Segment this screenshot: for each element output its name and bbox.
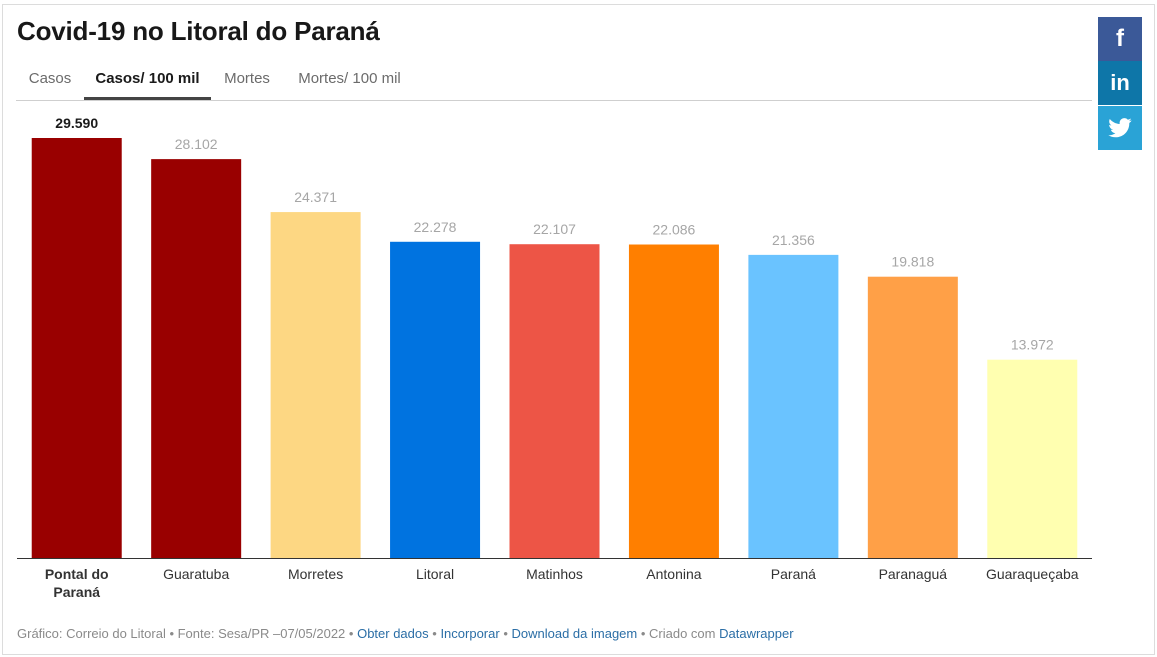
tab-casos[interactable]: Casos xyxy=(28,70,72,87)
chart-footer: Gráfico: Correio do Litoral • Fonte: Ses… xyxy=(17,626,794,641)
embed-link[interactable]: Incorporar xyxy=(440,626,500,641)
value-label: 22.086 xyxy=(653,222,696,238)
value-label: 28.102 xyxy=(175,136,218,152)
value-label: 19.818 xyxy=(891,254,934,270)
x-tick-label: Paraná xyxy=(771,566,816,582)
x-tick-label: Paranaguá xyxy=(879,566,948,582)
bar xyxy=(987,359,1078,558)
x-tick-label: Litoral xyxy=(416,566,454,582)
get-data-link[interactable]: Obter dados xyxy=(357,626,429,641)
x-tick-label: Guaratuba xyxy=(163,566,229,582)
tab-mortes[interactable]: Mortes xyxy=(224,70,270,87)
bar xyxy=(867,276,958,558)
bar xyxy=(31,138,122,558)
chart-title: Covid-19 no Litoral do Paraná xyxy=(17,16,380,46)
bar xyxy=(509,244,600,558)
facebook-share-button[interactable]: f xyxy=(1098,17,1142,61)
bar xyxy=(270,212,361,558)
x-tick-label: Pontal do Paraná xyxy=(45,566,109,600)
value-label: 24.371 xyxy=(294,189,337,205)
twitter-icon xyxy=(1108,118,1132,138)
linkedin-icon: in xyxy=(1110,70,1130,95)
x-tick-label: Matinhos xyxy=(526,566,583,582)
tab-bar: Casos Casos/ 100 mil Mortes Mortes/ 100 … xyxy=(16,60,1092,101)
value-label: 22.107 xyxy=(533,221,576,237)
value-label: 29.590 xyxy=(55,115,98,131)
facebook-icon: f xyxy=(1116,25,1124,52)
datawrapper-link[interactable]: Datawrapper xyxy=(719,626,794,641)
download-image-link[interactable]: Download da imagem xyxy=(511,626,638,641)
bar xyxy=(628,244,719,558)
bar xyxy=(151,159,242,558)
value-label: 22.278 xyxy=(414,219,457,235)
footer-separator: • xyxy=(432,626,437,641)
bar xyxy=(748,254,839,558)
tab-mortes-100-mil[interactable]: Mortes/ 100 mil xyxy=(298,70,401,87)
x-tick-label: Antonina xyxy=(646,566,701,582)
linkedin-share-button[interactable]: in xyxy=(1098,61,1142,105)
footer-credit: Gráfico: Correio do Litoral • Fonte: Ses… xyxy=(17,626,354,641)
tab-casos-100-mil[interactable]: Casos/ 100 mil xyxy=(84,60,211,100)
footer-separator: • xyxy=(503,626,508,641)
value-label: 13.972 xyxy=(1011,337,1054,353)
x-tick-label: Morretes xyxy=(288,566,343,582)
bar xyxy=(390,241,481,558)
footer-created-with: • Criado com xyxy=(640,626,716,641)
twitter-share-button[interactable] xyxy=(1098,106,1142,150)
value-label: 21.356 xyxy=(772,232,815,248)
x-tick-label: Guaraqueçaba xyxy=(986,566,1079,582)
